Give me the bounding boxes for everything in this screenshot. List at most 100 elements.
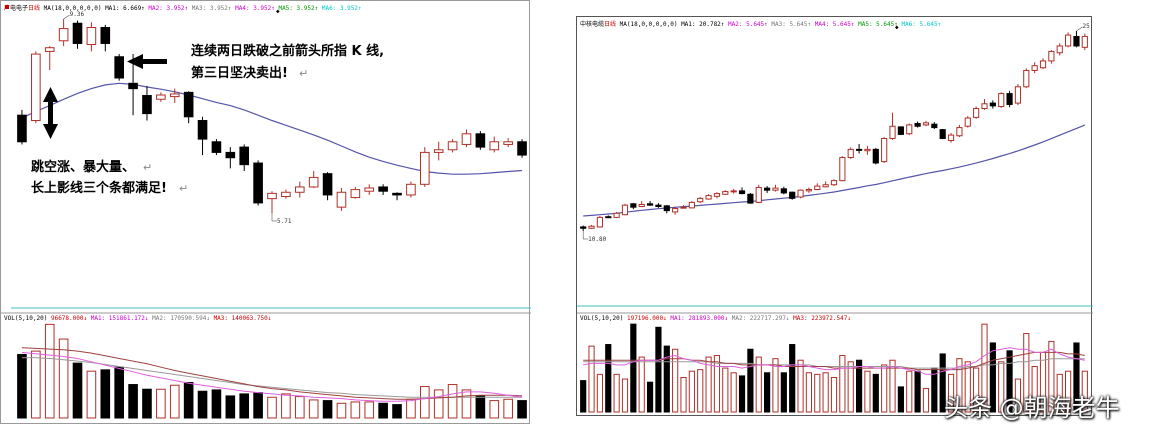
candle-down (392, 192, 402, 196)
candle-down (747, 193, 754, 204)
volume-bar (646, 381, 654, 413)
candle-down (897, 126, 904, 135)
candle-up (86, 27, 97, 46)
ma18-line (583, 124, 1086, 217)
candle-down (630, 203, 637, 208)
ma-value-6: MA6: 3.952↑ (322, 5, 362, 12)
candle-up (755, 186, 762, 203)
volume-bar (44, 323, 55, 419)
candle-down (872, 148, 879, 164)
candle-down (100, 27, 111, 44)
candle-up (713, 193, 721, 197)
volume-bar (517, 400, 527, 419)
candle-down (939, 129, 946, 139)
double-arrow-icon (43, 87, 58, 102)
double-arrow-icon (43, 124, 58, 139)
candle-down (128, 82, 138, 90)
volume-bar (998, 361, 1005, 413)
candle-up (364, 187, 375, 192)
timeframe-label: 日线 (604, 20, 620, 28)
volume-bar (847, 361, 854, 413)
volume-bar (114, 366, 124, 419)
candle-down (211, 141, 222, 153)
candle-down (780, 188, 787, 194)
candle-up (336, 191, 347, 208)
high-price-pointer (63, 14, 70, 20)
candle-down (197, 120, 208, 140)
low-price-label: 5.71 (277, 218, 292, 225)
candle-up (596, 216, 603, 228)
volume-bar (973, 367, 980, 413)
left-arrow-icon (143, 59, 167, 64)
candle-down (114, 56, 124, 79)
volume-bar (613, 373, 620, 413)
volume-ma10-line (21, 347, 523, 400)
volume-bar (688, 370, 695, 413)
volume-bar (86, 370, 97, 419)
volume-bar (392, 404, 402, 419)
candle-up (503, 141, 513, 145)
candle-up (814, 185, 821, 191)
volume-bar (789, 344, 796, 413)
volume-bar (588, 345, 595, 413)
annotation-signal-line2: 长上影线三个条都满足! (31, 180, 167, 196)
volume-bar (939, 353, 946, 413)
volume-bar (17, 353, 27, 419)
candle-up (822, 184, 829, 188)
volume-bar (72, 362, 83, 419)
candle-up (722, 191, 729, 195)
volume-bar (663, 345, 670, 413)
volume-header-item-4: MA3: 140063.750↓ (214, 315, 272, 322)
volume-header-item-1: 96678.000↓ (51, 315, 91, 322)
volume-bar (872, 373, 879, 413)
candle-up (58, 28, 69, 42)
volume-bar (183, 382, 194, 419)
candle-up (922, 122, 930, 126)
candle-up (156, 94, 166, 100)
left-chart-svg: 广电电子日线 MA(18,0,0,0,0,0) MA1: 6.669↑ MA2:… (1, 4, 531, 419)
ma-value-1: MA1: 20.782↑ (681, 21, 728, 28)
candle-up (1039, 60, 1047, 69)
candle-down (989, 102, 996, 107)
volume-bar (605, 344, 612, 413)
candle-up (981, 103, 988, 110)
candle-down (914, 123, 921, 127)
candle-up (1056, 45, 1063, 54)
volume-ma5-line (583, 347, 1085, 375)
candle-up (680, 206, 687, 209)
candle-up (406, 183, 416, 196)
candle-down (517, 141, 527, 156)
volume-bar (31, 350, 41, 419)
volume-ma10-line (583, 351, 1085, 371)
volume-bar (308, 399, 319, 419)
ma-value-3: MA3: 3.952↑ (192, 5, 235, 12)
volume-bar (1081, 370, 1088, 413)
volume-bar (336, 402, 347, 419)
candle-down (225, 151, 236, 159)
candle-up (433, 149, 444, 153)
line-break-mark: ↵ (143, 161, 152, 174)
volume-header-item-4: MA3: 223972.547↓ (793, 315, 851, 322)
candle-down (239, 146, 250, 166)
candle-up (964, 117, 971, 127)
volume-bar (881, 364, 888, 413)
event-marker-icon: ◆ (895, 24, 899, 31)
left-arrow-icon (127, 54, 143, 69)
volume-bar (621, 378, 629, 413)
candle-up (461, 133, 472, 145)
volume-bar (128, 384, 138, 419)
annotation-sell-line2: 第三日坚决卖出! (191, 65, 288, 81)
candle-up (613, 212, 620, 218)
stock-name: 中核电缆 (580, 20, 604, 28)
volume-bar (156, 388, 166, 419)
volume-bar (722, 367, 729, 413)
volume-bar (489, 400, 500, 419)
volume-header-item-1: 197196.000↓ (627, 315, 670, 322)
volume-bar (947, 373, 955, 413)
candle-up (1048, 50, 1055, 62)
double-arrow-icon (48, 101, 53, 125)
right-chart-svg: 中核电缆日线 MA(18,0,0,0,0,0) MA1: 20.782↑ MA2… (577, 20, 1093, 413)
candle-down (1073, 35, 1080, 47)
candle-up (44, 47, 55, 52)
volume-bar (705, 356, 712, 413)
